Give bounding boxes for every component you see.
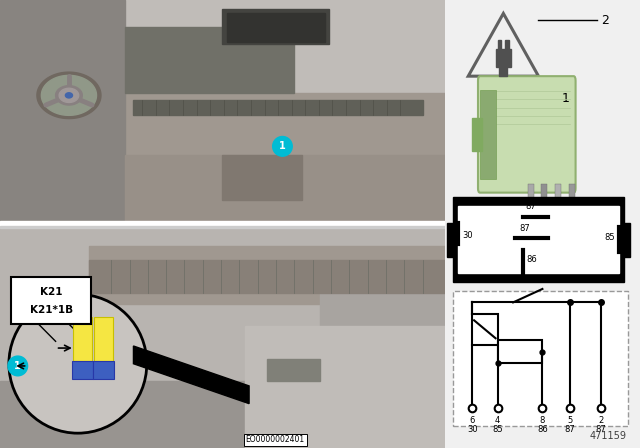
Polygon shape xyxy=(468,13,538,76)
Text: 86: 86 xyxy=(527,255,538,264)
Bar xyxy=(89,246,445,304)
Bar xyxy=(458,206,618,273)
Bar xyxy=(125,26,294,93)
Text: K21*1B: K21*1B xyxy=(29,305,73,314)
Text: 1: 1 xyxy=(15,361,21,371)
Bar xyxy=(623,223,630,257)
Bar xyxy=(541,184,547,224)
Polygon shape xyxy=(65,93,72,98)
Bar xyxy=(495,49,511,67)
Polygon shape xyxy=(37,72,101,119)
Bar xyxy=(94,317,113,362)
Bar xyxy=(506,40,509,54)
Text: K21: K21 xyxy=(40,287,63,297)
Text: 5: 5 xyxy=(567,416,572,425)
Bar xyxy=(528,184,534,224)
Text: EO0000002401: EO0000002401 xyxy=(246,435,305,444)
Text: 2: 2 xyxy=(601,13,609,27)
Bar xyxy=(267,359,320,382)
Text: 86: 86 xyxy=(537,425,548,434)
Circle shape xyxy=(9,294,147,433)
FancyBboxPatch shape xyxy=(478,76,575,193)
Circle shape xyxy=(8,356,28,376)
Bar xyxy=(0,226,445,448)
Bar xyxy=(0,0,125,222)
Text: 6: 6 xyxy=(470,416,475,425)
Text: 4: 4 xyxy=(495,416,500,425)
Text: 87: 87 xyxy=(596,425,606,434)
Text: 87: 87 xyxy=(564,425,575,434)
Bar xyxy=(223,9,329,44)
Bar xyxy=(74,317,92,362)
Bar xyxy=(244,326,445,448)
Bar xyxy=(497,340,543,363)
Bar xyxy=(72,362,93,379)
Bar xyxy=(555,184,561,224)
Text: 471159: 471159 xyxy=(589,431,627,441)
Circle shape xyxy=(273,137,292,156)
Bar xyxy=(540,220,548,233)
Bar xyxy=(472,118,482,151)
Text: 85: 85 xyxy=(604,233,614,242)
Bar xyxy=(447,223,454,257)
Text: 85: 85 xyxy=(492,425,503,434)
FancyBboxPatch shape xyxy=(11,277,91,324)
Text: 8: 8 xyxy=(540,416,545,425)
Bar xyxy=(0,0,445,222)
Text: 87: 87 xyxy=(520,224,530,233)
Bar xyxy=(480,90,495,179)
Bar xyxy=(0,226,445,228)
Text: 30: 30 xyxy=(462,231,473,240)
Bar xyxy=(527,220,534,233)
Bar xyxy=(89,259,445,293)
Bar xyxy=(499,63,508,76)
Bar xyxy=(320,293,445,448)
Bar xyxy=(497,40,501,54)
Text: 2: 2 xyxy=(598,416,604,425)
Text: 1: 1 xyxy=(562,92,570,105)
Bar xyxy=(133,100,422,115)
Bar xyxy=(0,382,445,448)
Bar xyxy=(568,220,575,233)
Bar xyxy=(452,291,628,426)
Text: ⚡: ⚡ xyxy=(499,49,508,63)
Bar xyxy=(93,362,115,379)
Polygon shape xyxy=(42,75,97,115)
Bar xyxy=(125,155,445,222)
Bar xyxy=(125,93,445,222)
Text: 30: 30 xyxy=(467,425,477,434)
Bar xyxy=(227,13,324,42)
Text: 1: 1 xyxy=(279,142,286,151)
Polygon shape xyxy=(59,88,79,103)
Bar xyxy=(223,155,303,200)
Bar xyxy=(472,314,497,345)
Bar xyxy=(554,220,562,233)
Polygon shape xyxy=(133,346,249,404)
Polygon shape xyxy=(56,86,83,105)
Bar xyxy=(569,184,575,224)
Text: 87: 87 xyxy=(525,202,536,211)
Bar xyxy=(0,221,445,226)
Bar xyxy=(452,197,625,282)
